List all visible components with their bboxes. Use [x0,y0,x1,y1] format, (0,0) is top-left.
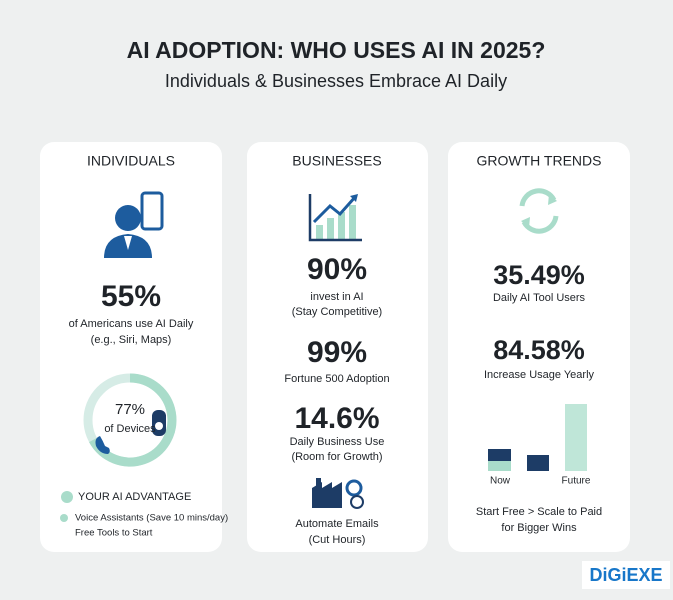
stat: 90% [307,253,367,286]
stat-line: (e.g., Siri, Maps) [91,334,172,346]
cycle-icon [519,188,559,234]
growth-bars [488,404,587,471]
subtitle: Individuals & Businesses Embrace AI Dail… [165,71,507,91]
stat-line: invest in AI [310,291,363,303]
stat: 35.49% [493,260,585,290]
factory-icon [312,478,364,509]
advantage-line: Free Tools to Start [75,528,153,539]
stat-line: Fortune 500 Adoption [284,373,389,385]
stat: 55% [101,280,161,313]
stat-line: Daily AI Tool Users [493,292,586,304]
stat-line: Increase Usage Yearly [484,369,595,381]
stat-line: of Americans use AI Daily [69,318,194,330]
stat: 99% [307,336,367,369]
advantage-line: Voice Assistants (Save 10 mins/day) [75,513,228,524]
donut-label: of Devices [104,423,156,435]
person-icon [104,191,164,258]
donut [83,373,177,467]
stat-line: (Room for Growth) [291,451,382,463]
footer-line: (Cut Hours) [309,534,366,546]
card [40,142,222,552]
stat: 84.58% [493,335,585,365]
footer-line: Start Free > Scale to Paid [476,506,602,518]
check-icon [60,514,68,522]
chart-icon [308,194,362,242]
footer-line: for Bigger Wins [501,522,577,534]
card-heading: GROWTH TRENDS [477,153,602,169]
stat: 14.6% [294,402,379,435]
card-heading: INDIVIDUALS [87,153,175,169]
cards [40,142,630,552]
check-icon [61,491,73,503]
title: AI ADOPTION: WHO USES AI IN 2025? [127,37,546,63]
logo-box [582,561,670,589]
stat-line: (Stay Competitive) [292,306,382,318]
logo: DiGiEXE [589,565,662,585]
footer-line: Automate Emails [295,518,379,530]
donut-value: 77% [115,401,145,418]
stat-line: Daily Business Use [290,436,385,448]
bar-label: Future [562,476,591,487]
advantage-title: YOUR AI ADVANTAGE [78,491,191,503]
bar-label: Now [490,476,511,487]
card [247,142,428,552]
card-heading: BUSINESSES [292,153,381,169]
